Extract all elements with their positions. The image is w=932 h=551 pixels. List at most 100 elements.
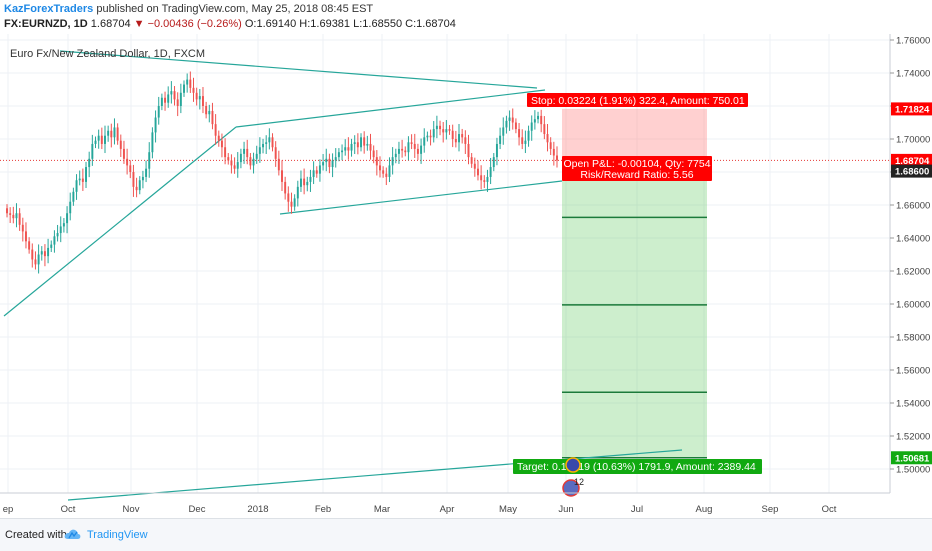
candle-body <box>480 175 483 181</box>
candle-body <box>540 115 543 125</box>
candle-body <box>37 254 40 265</box>
candle <box>233 157 236 174</box>
last-price: 1.68704 <box>90 18 131 30</box>
x-tick-label: Jun <box>558 504 573 515</box>
candle-body <box>382 170 385 174</box>
candle-body <box>233 165 236 169</box>
candle <box>274 141 277 167</box>
candle <box>189 71 192 93</box>
candle-body <box>423 137 426 146</box>
candle <box>505 115 508 134</box>
price-chart[interactable]: Stop: 0.03224 (1.91%) 322.4, Amount: 750… <box>0 34 932 518</box>
candle <box>53 230 56 253</box>
candle <box>439 120 442 136</box>
candle <box>192 77 195 102</box>
candle <box>183 80 185 97</box>
candle <box>552 141 555 166</box>
pnl-label: Open P&L: -0.00104, Qty: 7754Risk/Reward… <box>562 156 712 181</box>
candle <box>217 130 220 147</box>
candle-body <box>15 213 18 219</box>
y-tick-label: 1.58000 <box>896 333 930 344</box>
candle <box>208 104 211 123</box>
author-link[interactable]: KazForexTraders <box>4 3 94 15</box>
candle <box>224 138 227 165</box>
y-tick-label: 1.62000 <box>896 267 930 278</box>
candle <box>119 134 122 157</box>
candle-body <box>164 97 167 103</box>
candle <box>290 192 293 214</box>
candle-body <box>388 165 391 177</box>
x-tick-label: Feb <box>315 504 331 515</box>
candle-body <box>31 249 34 260</box>
candle <box>464 130 467 155</box>
candle-body <box>546 134 549 143</box>
candle <box>157 96 160 125</box>
candle-body <box>116 127 119 141</box>
candle-body <box>72 191 75 202</box>
candle <box>37 244 40 274</box>
candle-body <box>192 87 195 93</box>
candle <box>72 187 75 206</box>
candle <box>176 92 179 117</box>
x-tick-label: 2018 <box>247 504 268 515</box>
candle <box>353 135 356 155</box>
down-arrow-icon: ▼ <box>133 18 145 30</box>
candle-body <box>69 201 72 214</box>
candle-body <box>154 117 157 133</box>
event-icon <box>565 457 581 473</box>
candle-body <box>243 148 246 154</box>
candle <box>458 123 460 152</box>
candle-body <box>360 137 363 148</box>
candle <box>255 145 258 164</box>
candle <box>407 136 410 161</box>
candle-body <box>189 79 192 88</box>
candle <box>113 118 116 145</box>
candle <box>470 153 473 168</box>
x-tick-label: Aug <box>696 504 713 515</box>
candle-body <box>265 142 268 144</box>
trendline <box>235 89 546 128</box>
candle-body <box>227 157 230 161</box>
y-tick-label: 1.70000 <box>896 135 930 146</box>
candle-body <box>492 157 495 168</box>
candle-body <box>394 153 397 158</box>
candle <box>164 91 167 111</box>
candle-body <box>341 150 344 153</box>
candle-body <box>495 143 498 158</box>
candle <box>6 204 8 218</box>
candle-body <box>473 163 476 169</box>
candle-body <box>198 96 201 100</box>
candle-body <box>179 92 182 106</box>
chart-area[interactable]: Stop: 0.03224 (1.91%) 322.4, Amount: 750… <box>0 34 932 518</box>
candle-body <box>458 134 460 143</box>
created-with-text: Created with <box>5 529 67 541</box>
candle <box>492 153 495 172</box>
candle-body <box>347 147 350 151</box>
candle <box>404 146 407 157</box>
candle-body <box>9 213 12 215</box>
tradingview-brand[interactable]: TradingView <box>87 529 148 541</box>
candle <box>40 246 43 261</box>
price-label-bg <box>891 451 932 465</box>
candle <box>69 192 72 221</box>
candle <box>186 73 189 93</box>
candle-body <box>271 137 274 148</box>
pnl-label-bg <box>562 156 712 181</box>
candle <box>394 148 397 164</box>
candle <box>94 136 97 149</box>
candle-body <box>435 125 438 130</box>
candle-body <box>239 153 242 163</box>
candle <box>514 118 517 134</box>
open-label: O: <box>244 18 257 30</box>
candle-body <box>214 124 217 136</box>
candle <box>537 111 540 124</box>
candle <box>451 124 454 148</box>
candle-body <box>328 158 331 168</box>
candle-body <box>255 153 258 159</box>
candle-body <box>391 157 394 166</box>
low-label: L: <box>353 18 363 30</box>
candle-body <box>385 173 388 177</box>
price-label-bg <box>891 164 932 178</box>
candle-body <box>508 117 511 121</box>
candle-body <box>489 167 492 177</box>
